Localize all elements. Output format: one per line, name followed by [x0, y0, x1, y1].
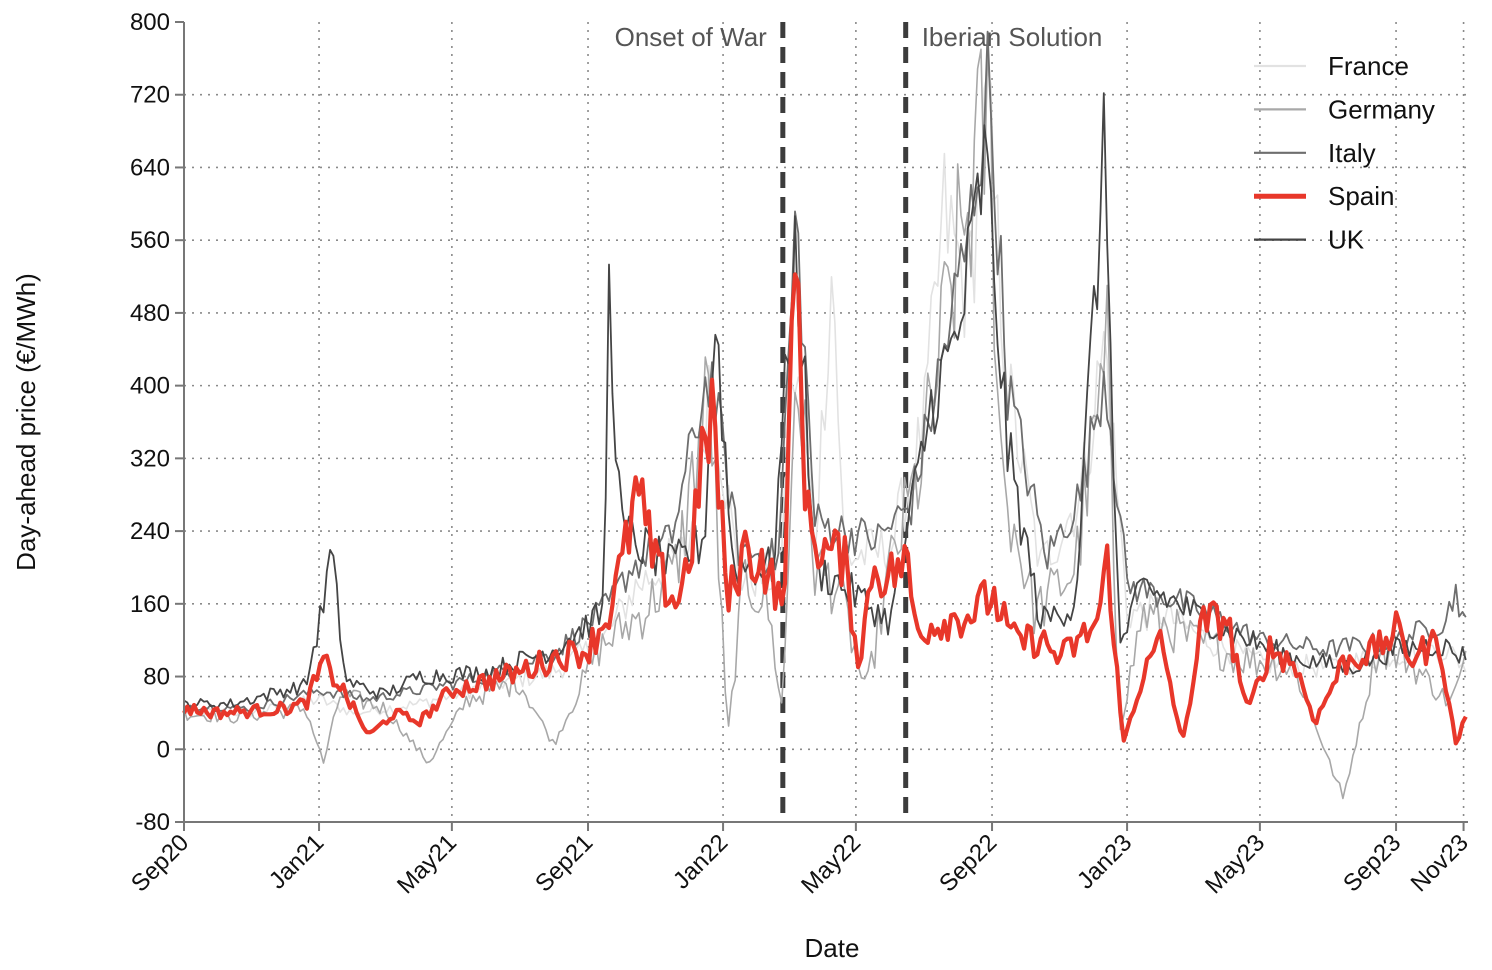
x-tick-label: May23	[1200, 829, 1270, 899]
y-tick-label: 480	[130, 300, 170, 327]
legend-label-italy: Italy	[1328, 138, 1376, 168]
legend: France Germany Italy Spain UK	[1254, 51, 1435, 255]
x-tick-label: Sep23	[1338, 829, 1406, 897]
series-line-germany	[183, 46, 1467, 800]
legend-label-france: France	[1328, 51, 1409, 81]
y-tick-label: 160	[130, 591, 170, 618]
y-tick-label: 80	[143, 664, 170, 691]
x-tick-label: Jan22	[668, 829, 733, 894]
y-tick-label: 400	[130, 373, 170, 400]
event-label: Iberian Solution	[922, 22, 1103, 52]
x-tick-label: Sep20	[126, 829, 194, 897]
y-tick-label: 720	[130, 82, 170, 109]
legend-label-spain: Spain	[1328, 181, 1395, 211]
y-tick-label: 560	[130, 227, 170, 254]
x-tick-label: Jan21	[264, 829, 329, 894]
y-tick-label: 0	[157, 736, 170, 763]
y-axis-title: Day-ahead price (€/MWh)	[11, 273, 41, 571]
x-tick-label: Nov23	[1406, 829, 1474, 897]
x-tick-label: May22	[796, 829, 866, 899]
x-tick-label: Sep21	[530, 829, 598, 897]
y-tick-label: 800	[130, 9, 170, 36]
y-tick-label: 240	[130, 518, 170, 545]
series-line-uk	[183, 92, 1467, 711]
y-tick-label: -80	[135, 809, 170, 836]
x-tick-label: May21	[392, 829, 462, 899]
event-label: Onset of War	[615, 22, 768, 52]
legend-label-germany: Germany	[1328, 94, 1435, 124]
series-lines	[182, 30, 1468, 800]
x-axis-title: Date	[805, 933, 860, 963]
legend-label-uk: UK	[1328, 225, 1365, 255]
y-tick-label: 320	[130, 445, 170, 472]
x-tick-label: Sep22	[934, 829, 1002, 897]
series-line-spain	[182, 272, 1468, 746]
x-tick-label: Jan23	[1072, 829, 1137, 894]
axes	[183, 22, 1468, 823]
series-line-france	[183, 71, 1467, 718]
x-ticks: Sep20 Jan21 May21 Sep21 Jan22 May22 Sep22 Jan23…	[126, 822, 1474, 899]
series-line-italy	[183, 30, 1467, 713]
event-labels: Onset of War Iberian Solution	[615, 22, 1103, 52]
y-tick-label: 640	[130, 154, 170, 181]
